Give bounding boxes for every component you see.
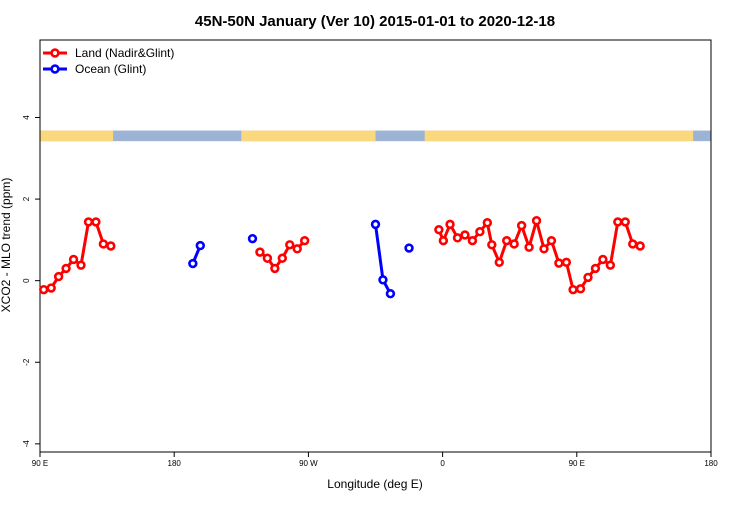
data-point (434, 224, 444, 235)
data-point (613, 217, 623, 227)
series-ocean (188, 219, 414, 299)
data-point (635, 241, 645, 251)
data-point (516, 220, 527, 231)
data-point (385, 289, 396, 299)
data-point (378, 275, 388, 285)
data-point (39, 284, 49, 295)
data-point (76, 260, 86, 270)
legend-label: Land (Nadir&Glint) (75, 46, 174, 60)
data-point (61, 263, 71, 274)
data-point (438, 235, 449, 246)
data-point (605, 260, 616, 270)
land-strip-span (424, 130, 694, 142)
data-point (502, 235, 512, 246)
data-point (546, 235, 557, 246)
surface-strip (40, 130, 711, 142)
land-strip-span (241, 130, 376, 142)
data-point (370, 219, 381, 230)
x-tick-label: 180 (168, 459, 182, 468)
data-point (590, 263, 601, 274)
data-point (106, 241, 116, 251)
data-point (460, 230, 470, 240)
data-point (255, 247, 265, 257)
data-point (452, 233, 463, 243)
data-point (487, 240, 497, 250)
data-point (482, 218, 493, 228)
series-land (39, 216, 645, 295)
data-point (539, 244, 549, 254)
data-point (598, 254, 608, 265)
y-tick-label: 2 (22, 196, 31, 201)
data-point (524, 242, 534, 252)
data-point (91, 217, 101, 227)
data-point (247, 233, 258, 244)
data-point (575, 284, 586, 294)
data-point (262, 253, 273, 263)
data-point (292, 244, 302, 254)
data-point (285, 240, 295, 250)
data-point (83, 217, 94, 227)
data-point (628, 239, 638, 249)
data-point (68, 254, 79, 265)
y-tick-label: -4 (22, 440, 31, 448)
legend-label: Ocean (Glint) (75, 62, 146, 76)
data-point (475, 227, 485, 237)
data-point (299, 235, 310, 246)
y-axis-label: XCO2 - MLO trend (ppm) (0, 178, 13, 313)
data-point (188, 258, 198, 269)
x-tick-label: 90 W (299, 459, 318, 468)
y-tick-label: 4 (22, 115, 31, 120)
data-point (509, 239, 519, 249)
data-point (195, 240, 205, 251)
data-point (404, 243, 414, 253)
plot-frame (39, 39, 712, 453)
data-point (53, 271, 64, 282)
legend-marker (50, 64, 60, 74)
data-point (270, 263, 280, 274)
chart-title: 45N-50N January (Ver 10) 2015-01-01 to 2… (195, 13, 555, 30)
y-tick-label: 0 (22, 278, 31, 283)
data-point (531, 216, 542, 226)
data-point (467, 235, 478, 246)
y-tick-label: -2 (22, 358, 31, 366)
x-tick-label: 90 E (32, 459, 48, 468)
x-tick-label: 0 (440, 459, 445, 468)
data-point (98, 239, 109, 249)
data-point (583, 272, 593, 283)
data-point (445, 219, 455, 230)
land-strip-span (40, 130, 114, 142)
legend-marker (50, 48, 60, 58)
data-point (277, 253, 288, 263)
data-point (568, 284, 578, 295)
x-axis-label: Longitude (deg E) (327, 477, 422, 491)
y-axis: -4 -2 0 2 4 (22, 115, 40, 448)
data-point (46, 283, 56, 293)
data-point (554, 258, 564, 268)
data-point (620, 217, 630, 227)
legend: Land (Nadir&Glint) Ocean (Glint) (43, 46, 174, 76)
x-tick-label: 180 (704, 459, 718, 468)
series-group (39, 216, 645, 299)
x-axis: 90 E 180 90 W 0 90 E 180 (32, 452, 718, 468)
data-point (494, 257, 504, 268)
x-tick-label: 90 E (569, 459, 585, 468)
data-point (561, 257, 572, 268)
